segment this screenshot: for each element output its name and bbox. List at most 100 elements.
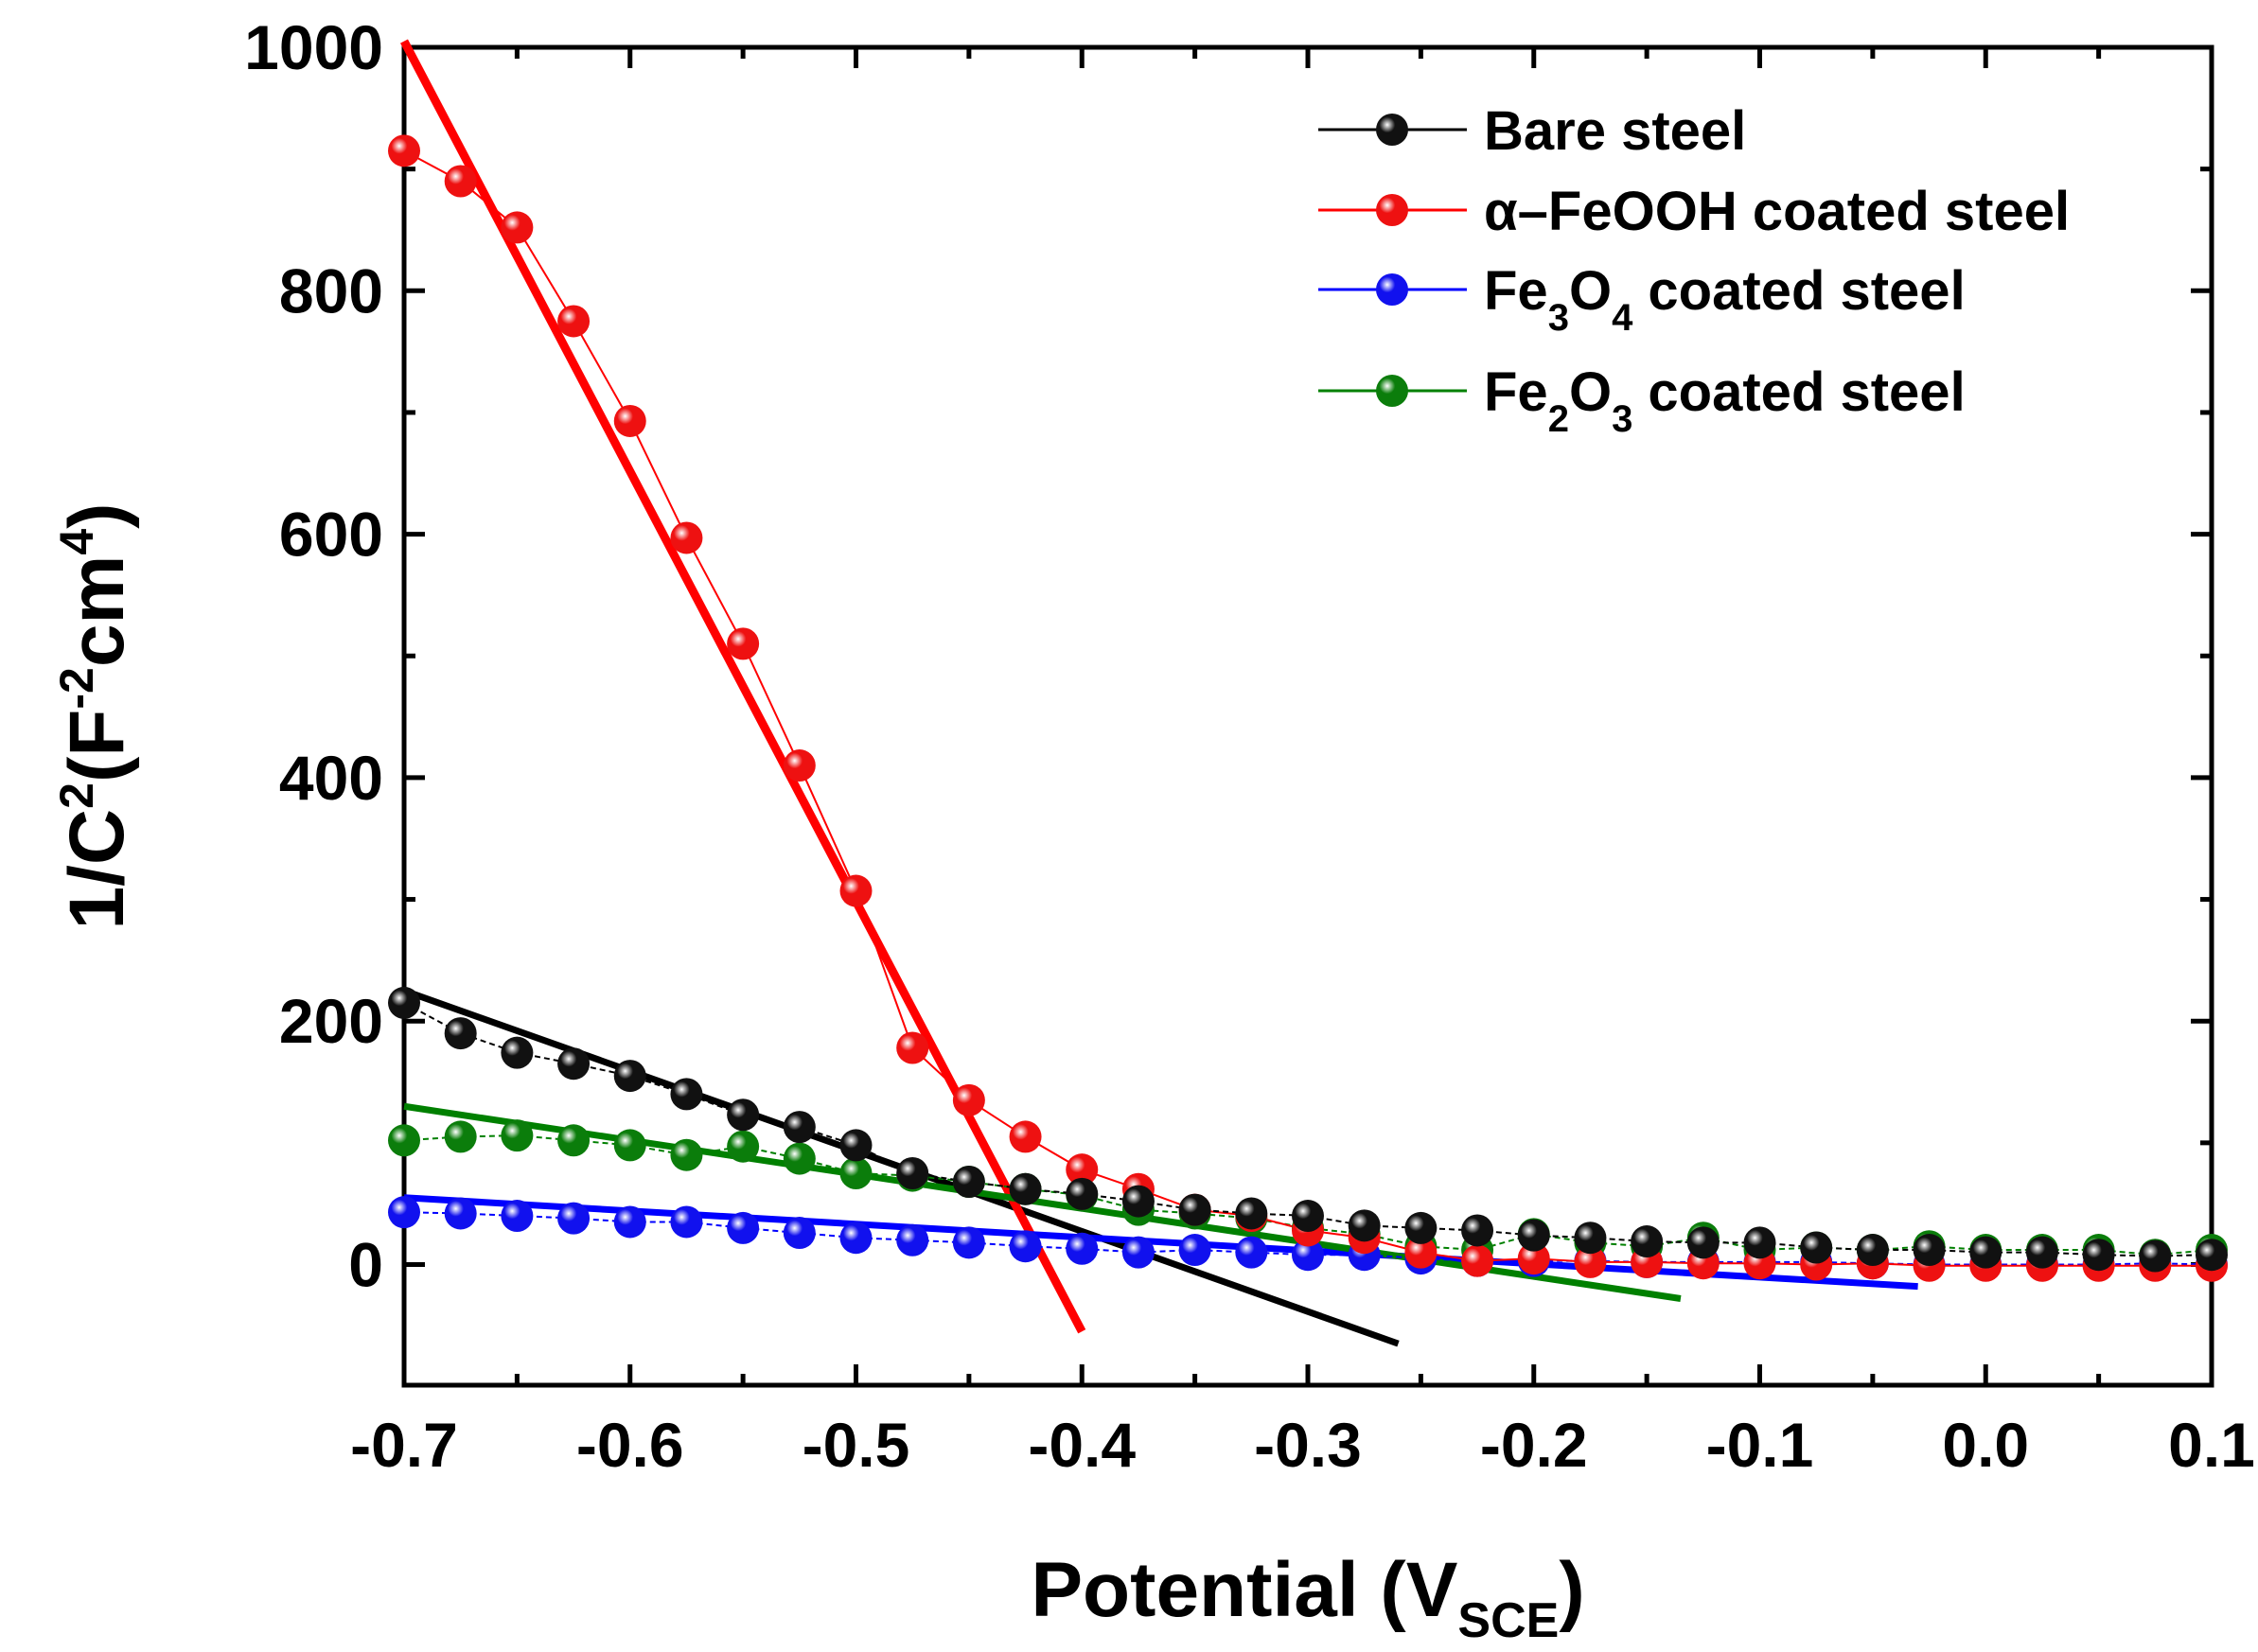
x-tick-label: -0.1 [1706, 1410, 1814, 1480]
axis-ticks: -0.7 -0.6 -0.5 -0.4 -0.3 -0.2 -0.1 0.0 0.1 0 200 40… [244, 12, 2255, 1480]
data-point [783, 1111, 816, 1144]
x-axis-title: Potential (VSCE) [1031, 1547, 1584, 1648]
x-tick-label: -0.2 [1480, 1410, 1588, 1480]
data-point [613, 1060, 646, 1093]
data-point [670, 1078, 703, 1111]
data-point [444, 165, 477, 198]
data-point [783, 1217, 816, 1250]
data-point [1121, 1236, 1155, 1269]
legend: Bare steel α–FeOOH coated steel Fe3O4 co… [1318, 100, 2070, 440]
data-point [727, 1098, 760, 1132]
data-point [1686, 1226, 1720, 1259]
y-tick-label: 400 [279, 743, 383, 813]
data-point [839, 1221, 873, 1255]
data-point [1121, 1185, 1155, 1218]
data-point [388, 134, 420, 167]
data-point [2025, 1236, 2058, 1269]
data-point [952, 1226, 985, 1259]
data-point [839, 1157, 873, 1190]
legend-label-feooh: α–FeOOH coated steel [1484, 181, 2070, 242]
data-point [1066, 1232, 1099, 1265]
data-point [727, 627, 760, 660]
data-point [1461, 1244, 1494, 1277]
data-point [670, 521, 703, 554]
data-point [952, 1166, 985, 1199]
y-tick-label: 0 [348, 1230, 383, 1300]
data-point [557, 1124, 591, 1157]
data-point [1856, 1234, 1889, 1267]
data-point [557, 305, 591, 338]
data-point [952, 1083, 985, 1116]
x-tick-label: -0.5 [803, 1410, 910, 1480]
y-tick-label: 800 [279, 255, 383, 325]
data-point [1235, 1197, 1268, 1230]
data-point [388, 1196, 420, 1229]
y-tick-label: 600 [279, 500, 383, 570]
data-point [444, 1197, 477, 1230]
legend-entry-fe3o4: Fe3O4 coated steel [1318, 260, 1966, 339]
fit-line [400, 39, 1086, 1334]
data-point [1461, 1214, 1494, 1247]
data-point [1292, 1239, 1324, 1272]
legend-label-fe2o3: Fe2O3 coated steel [1484, 361, 1966, 440]
data-point [2082, 1239, 2115, 1272]
legend-swatch-marker [1376, 114, 1408, 146]
data-point [501, 1119, 534, 1152]
data-point [1009, 1230, 1042, 1263]
data-point [613, 1129, 646, 1162]
data-point [1574, 1245, 1607, 1278]
data-point [1404, 1211, 1438, 1244]
x-tick-label: -0.7 [350, 1410, 458, 1480]
data-point [613, 404, 646, 437]
data-point [670, 1205, 703, 1239]
data-point [1969, 1236, 2002, 1269]
data-point [501, 1200, 534, 1233]
data-point [1517, 1242, 1550, 1275]
data-point [896, 1157, 929, 1190]
data-point [388, 1124, 420, 1157]
legend-swatch-marker [1376, 273, 1408, 306]
legend-entry-bare-steel: Bare steel [1318, 100, 1746, 162]
data-point [727, 1130, 760, 1163]
data-point [1235, 1236, 1268, 1269]
y-tick-label: 200 [279, 986, 383, 1056]
x-tick-label: -0.6 [576, 1410, 684, 1480]
data-point [1348, 1209, 1381, 1242]
data-point [1178, 1234, 1211, 1267]
plot-frame [401, 44, 2214, 1388]
data-point [2139, 1239, 2172, 1273]
plot-area [401, 44, 2214, 1388]
data-point [783, 749, 816, 782]
data-point [1913, 1234, 1946, 1267]
data-point [1009, 1172, 1042, 1205]
data-point [1009, 1120, 1042, 1153]
data-point [388, 986, 420, 1019]
data-point [1404, 1236, 1438, 1269]
data-point [1066, 1153, 1099, 1186]
x-tick-label: 0.0 [1942, 1410, 2029, 1480]
data-point [896, 1223, 929, 1257]
data-point [670, 1138, 703, 1171]
data-point [727, 1211, 760, 1244]
data-point [1743, 1226, 1776, 1259]
y-tick-label: 1000 [244, 12, 383, 82]
data-point [839, 1129, 873, 1162]
legend-entry-feooh: α–FeOOH coated steel [1318, 181, 2070, 242]
data-point [1800, 1231, 1833, 1264]
data-point [557, 1202, 591, 1235]
legend-label-fe3o4: Fe3O4 coated steel [1484, 260, 1966, 339]
data-point [557, 1047, 591, 1081]
data-point [1066, 1177, 1099, 1210]
data-point [444, 1017, 477, 1050]
data-point [2196, 1239, 2228, 1272]
data-point [1574, 1221, 1607, 1255]
data-markers [388, 134, 2228, 1282]
fit-line [403, 1194, 1918, 1291]
data-point [501, 1036, 534, 1069]
legend-swatch-marker [1376, 194, 1408, 226]
data-point [839, 874, 873, 907]
data-point [1517, 1219, 1550, 1252]
x-tick-label: 0.1 [2168, 1410, 2255, 1480]
data-point [783, 1142, 816, 1175]
